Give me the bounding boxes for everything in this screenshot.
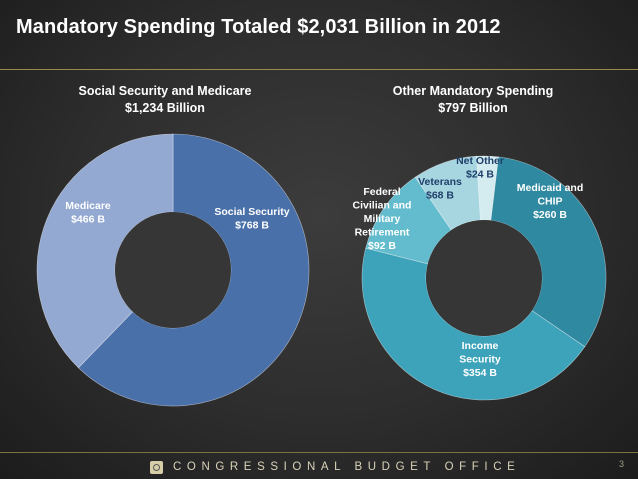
- data-label-medicare: Medicare $466 B: [65, 200, 111, 226]
- data-label-net-other: Net Other $24 B: [456, 155, 504, 181]
- footer-divider: [0, 452, 638, 453]
- footer-agency-name: CONGRESSIONAL BUDGET OFFICE: [173, 461, 521, 473]
- chart-title-social-security-medicare: Social Security and Medicare $1,234 Bill…: [55, 83, 275, 117]
- cbo-logo-icon: [150, 460, 163, 474]
- chart-title-text: Other Mandatory Spending: [392, 84, 554, 98]
- slide-title: Mandatory Spending Totaled $2,031 Billio…: [16, 16, 501, 38]
- donut-hole: [115, 212, 231, 328]
- chart-subtitle-text: $797 Billion: [438, 101, 508, 115]
- data-label-veterans: Veterans $68 B: [418, 176, 462, 202]
- data-label-income-security: Income Security $354 B: [459, 340, 501, 379]
- chart-title-other-mandatory: Other Mandatory Spending $797 Billion: [368, 83, 578, 117]
- page-number: 3: [618, 459, 624, 469]
- chart-subtitle-text: $1,234 Billion: [125, 101, 205, 115]
- data-label-medicaid-and-chip: Medicaid and CHIP $260 B: [517, 182, 584, 221]
- donut-social-security-and-medicare: Social Security $768 B Medicare $466 B: [36, 133, 310, 407]
- data-label-federal-civilian-and-military-retirement: Federal Civilian and Military Retirement $92…: [353, 186, 412, 252]
- data-label-social-security: Social Security $768 B: [214, 206, 289, 232]
- donut-other-mandatory-spending: Net Other $24 B Medicaid and CHIP $260 B Inco…: [353, 155, 607, 401]
- donut-hole: [426, 220, 542, 336]
- title-divider: [0, 69, 638, 70]
- footer: CONGRESSIONAL BUDGET OFFICE: [150, 457, 520, 477]
- chart-title-text: Social Security and Medicare: [78, 84, 252, 98]
